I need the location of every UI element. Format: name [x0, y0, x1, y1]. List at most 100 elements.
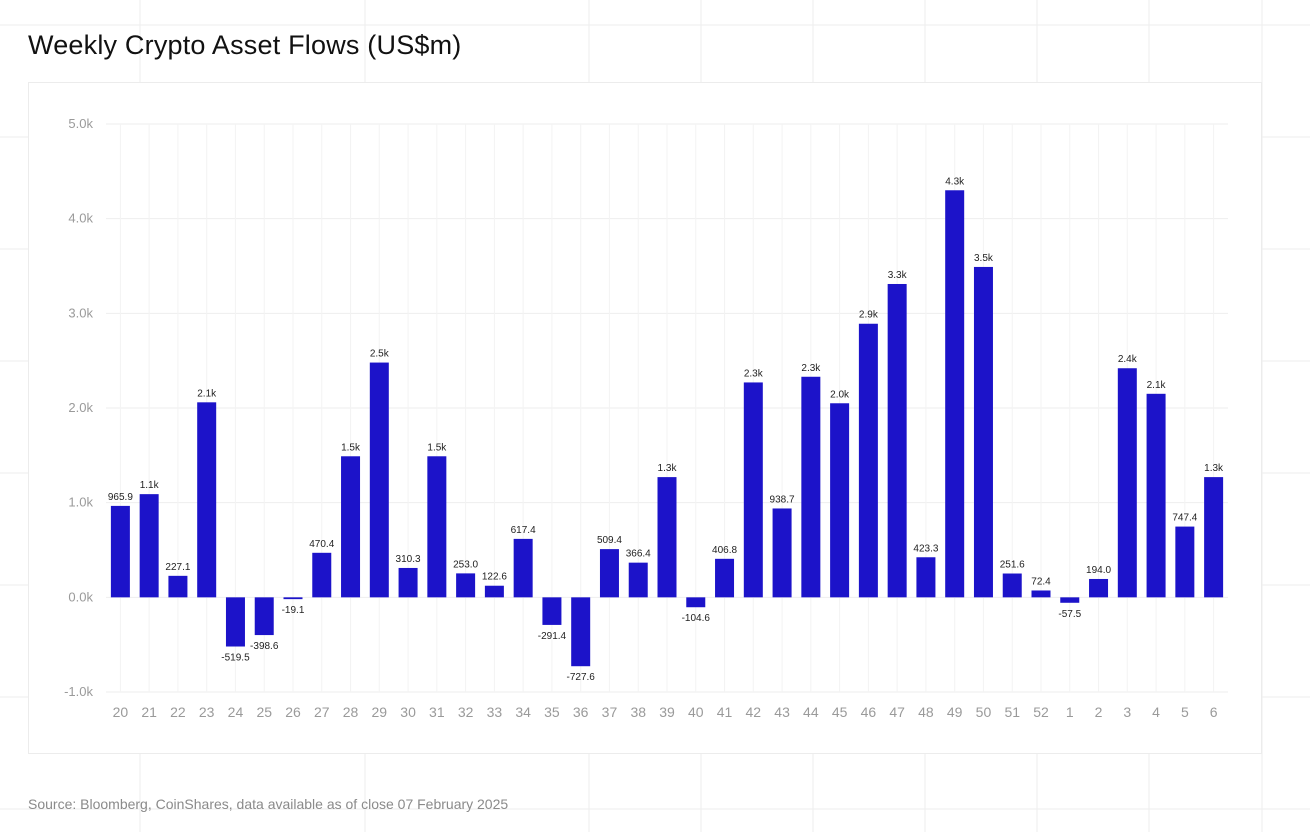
data-label: 2.1k: [197, 388, 217, 399]
data-label: 617.4: [511, 525, 536, 536]
data-label: 122.6: [482, 572, 507, 583]
x-tick-label: 22: [170, 704, 186, 720]
data-label: 2.4k: [1118, 354, 1138, 365]
data-label: 965.9: [108, 492, 133, 503]
data-label: 1.5k: [427, 442, 447, 453]
x-tick-label: 26: [285, 704, 301, 720]
data-label: -519.5: [221, 653, 250, 664]
data-label: 2.5k: [370, 349, 390, 360]
x-tick-label: 48: [918, 704, 934, 720]
bar: [398, 567, 418, 598]
x-tick-label: 6: [1210, 704, 1218, 720]
x-tick-label: 41: [717, 704, 733, 720]
bar: [743, 382, 763, 598]
x-tick-label: 39: [659, 704, 675, 720]
bar: [945, 190, 965, 598]
x-tick-label: 4: [1152, 704, 1160, 720]
x-tick-label: 25: [256, 704, 272, 720]
x-tick-label: 24: [228, 704, 244, 720]
bar: [513, 538, 533, 598]
data-label: 1.5k: [341, 442, 361, 453]
x-tick-label: 21: [141, 704, 157, 720]
data-label: 3.5k: [974, 253, 994, 264]
bar: [110, 505, 130, 598]
x-tick-label: 50: [976, 704, 992, 720]
x-tick-label: 3: [1123, 704, 1131, 720]
x-tick-label: 33: [487, 704, 503, 720]
data-label: 423.3: [913, 543, 938, 554]
x-tick-label: 23: [199, 704, 215, 720]
x-tick-label: 37: [602, 704, 618, 720]
bar: [1060, 597, 1080, 603]
y-tick-label: 0.0k: [68, 589, 93, 604]
data-label: -291.4: [538, 631, 567, 642]
x-tick-label: 47: [889, 704, 905, 720]
x-tick-label: 20: [113, 704, 129, 720]
bar: [1089, 578, 1109, 598]
y-tick-label: -1.0k: [64, 684, 93, 699]
value-labels: 965.9 1.1k 227.1 2.1k -519.5-398.6 -19.1 470.4…: [108, 176, 1224, 683]
bar: [599, 549, 619, 598]
y-axis-tick-labels: -1.0k 0.0k 1.0k 2.0k 3.0k 4.0k 5.0k: [64, 116, 93, 699]
bar: [542, 597, 562, 625]
bar: [1204, 477, 1224, 598]
data-label: -104.6: [682, 613, 711, 624]
data-label: 1.1k: [140, 480, 160, 491]
bar: [571, 597, 591, 667]
data-label: 366.4: [626, 549, 651, 560]
data-label: 2.9k: [859, 310, 879, 321]
bar: [254, 597, 274, 636]
data-label: 251.6: [1000, 560, 1025, 571]
bar: [715, 558, 735, 598]
bar: [1175, 526, 1195, 598]
x-tick-label: 28: [343, 704, 359, 720]
bar: [830, 403, 850, 598]
bar: [283, 597, 303, 600]
x-tick-label: 35: [544, 704, 560, 720]
data-label: 4.3k: [945, 176, 965, 187]
data-label: 72.4: [1031, 576, 1051, 587]
data-label: 1.3k: [1204, 463, 1224, 474]
source-note: Source: Bloomberg, CoinShares, data avai…: [28, 796, 509, 812]
x-tick-label: 30: [400, 704, 416, 720]
x-tick-label: 5: [1181, 704, 1189, 720]
bar: [369, 362, 389, 598]
bar: [197, 402, 217, 598]
x-tick-label: 34: [515, 704, 531, 720]
data-label: 310.3: [396, 554, 421, 565]
data-label: 470.4: [309, 539, 334, 550]
data-label: -398.6: [250, 641, 279, 652]
x-tick-label: 2: [1095, 704, 1103, 720]
x-tick-label: 52: [1033, 704, 1049, 720]
bar: [312, 552, 332, 598]
bar: [1002, 573, 1022, 598]
bar: [1117, 368, 1137, 598]
data-label: 253.0: [453, 559, 478, 570]
data-label: 747.4: [1172, 513, 1197, 524]
bar: [168, 575, 188, 598]
x-tick-label: 31: [429, 704, 445, 720]
x-tick-label: 49: [947, 704, 963, 720]
data-label: 1.3k: [658, 463, 678, 474]
x-tick-label: 40: [688, 704, 704, 720]
y-tick-label: 3.0k: [68, 305, 93, 320]
bar: [484, 585, 504, 598]
page-title: Weekly Crypto Asset Flows (US$m): [28, 30, 462, 60]
x-tick-label: 44: [803, 704, 819, 720]
data-label: -57.5: [1058, 609, 1081, 620]
bar: [686, 597, 706, 608]
data-label: 227.1: [165, 562, 190, 573]
bar: [456, 573, 476, 598]
x-tick-label: 45: [832, 704, 848, 720]
data-label: 406.8: [712, 545, 737, 556]
data-label: 2.3k: [801, 363, 821, 374]
y-tick-label: 1.0k: [68, 495, 93, 510]
data-label: -19.1: [282, 605, 305, 616]
data-label: 2.3k: [744, 368, 764, 379]
bar: [341, 456, 361, 598]
data-label: 509.4: [597, 535, 622, 546]
data-label: 3.3k: [888, 270, 908, 281]
x-tick-label: 42: [746, 704, 762, 720]
data-label: 2.0k: [830, 389, 850, 400]
x-tick-label: 36: [573, 704, 589, 720]
